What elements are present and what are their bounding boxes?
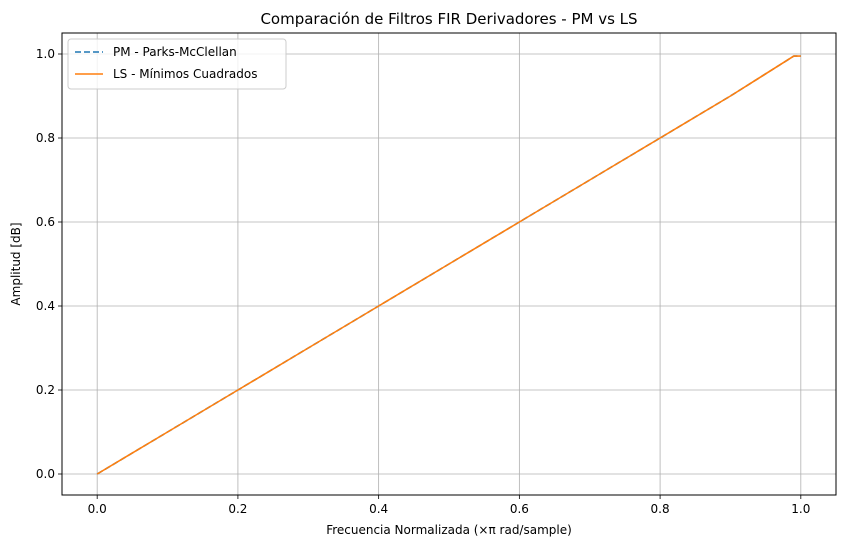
plot-frame (61, 32, 837, 496)
x-axis-label: Frecuencia Normalizada (×π rad/sample) (326, 523, 572, 537)
y-axis-label: Amplitud [dB] (9, 222, 23, 305)
y-tick-label: 0.0 (36, 467, 55, 481)
y-tick-label: 0.6 (36, 215, 55, 229)
legend-label-pm: PM - Parks-McClellan (113, 45, 237, 59)
x-tick-label: 0.6 (510, 502, 529, 516)
x-tick-label: 1.0 (791, 502, 810, 516)
y-tick-label: 0.8 (36, 131, 55, 145)
x-axis-ticks: 0.0 0.2 0.4 0.6 0.8 1.0 (88, 495, 810, 516)
x-tick-label: 0.4 (369, 502, 388, 516)
legend-box (67, 38, 287, 90)
x-tick-label: 0.8 (651, 502, 670, 516)
legend: PM - Parks-McClellan LS - Mínimos Cuadra… (67, 38, 287, 90)
y-tick-label: 0.2 (36, 383, 55, 397)
y-axis-ticks: 0.0 0.2 0.4 0.6 0.8 1.0 (36, 47, 62, 481)
grid (62, 33, 836, 495)
legend-label-ls: LS - Mínimos Cuadrados (113, 67, 257, 81)
series-layer (96, 55, 801, 475)
series-line-ls (96, 55, 801, 475)
x-tick-label: 0.0 (88, 502, 107, 516)
x-tick-label: 0.2 (228, 502, 247, 516)
chart-title: Comparación de Filtros FIR Derivadores -… (260, 10, 637, 28)
y-tick-label: 0.4 (36, 299, 55, 313)
y-tick-label: 1.0 (36, 47, 55, 61)
